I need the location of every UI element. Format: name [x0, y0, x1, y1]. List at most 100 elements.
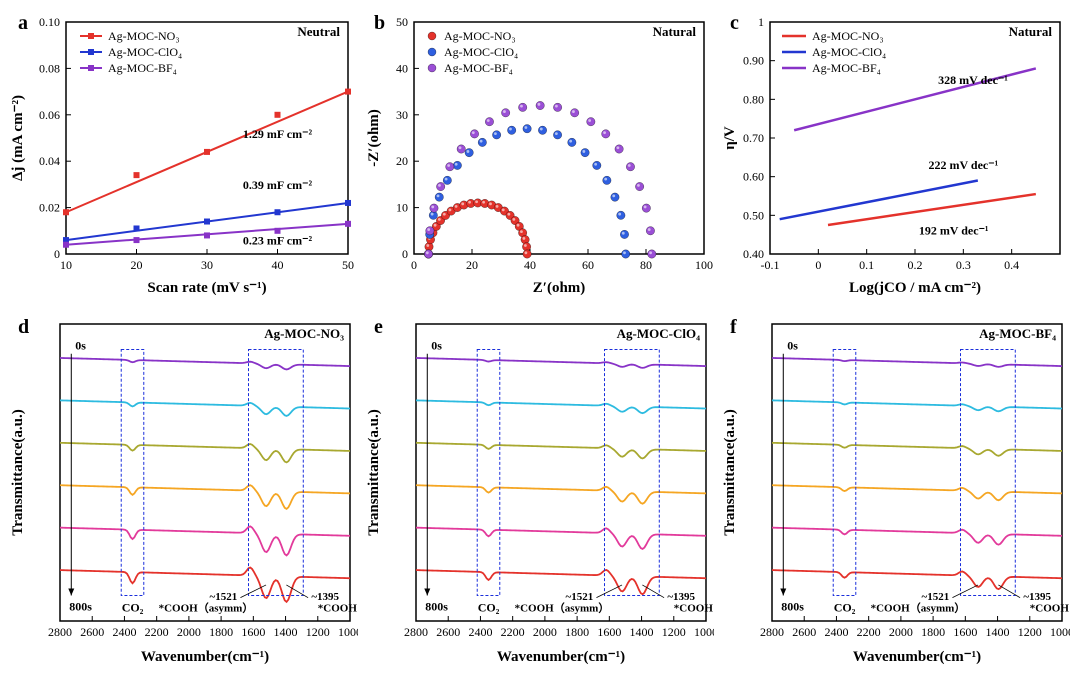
svg-text:0.08: 0.08 — [39, 61, 60, 75]
svg-text:2600: 2600 — [792, 625, 816, 639]
svg-text:Z′(ohm): Z′(ohm) — [533, 280, 586, 296]
svg-text:~1395: ~1395 — [311, 591, 339, 603]
svg-text:0.39 mF cm⁻²: 0.39 mF cm⁻² — [243, 178, 313, 192]
svg-text:*COOH（asymm）: *COOH（asymm） — [159, 602, 254, 615]
svg-text:20: 20 — [396, 154, 408, 168]
panel-label-a: a — [18, 12, 28, 35]
svg-text:Log(jCO / mA cm⁻²): Log(jCO / mA cm⁻²) — [849, 280, 981, 296]
svg-text:0: 0 — [411, 258, 417, 272]
svg-text:2200: 2200 — [857, 625, 881, 639]
svg-text:0.1: 0.1 — [859, 258, 874, 272]
svg-text:10: 10 — [396, 201, 408, 215]
svg-text:0.40: 0.40 — [743, 247, 764, 261]
svg-text:Ag-MOC-ClO₄: Ag-MOC-ClO₄ — [444, 45, 518, 59]
panel-a: a102030405000.020.040.060.080.10Scan rat… — [8, 8, 360, 308]
svg-text:~1521: ~1521 — [921, 591, 949, 603]
svg-text:Ag-MOC-NO₃: Ag-MOC-NO₃ — [812, 29, 884, 43]
svg-text:2600: 2600 — [436, 625, 460, 639]
svg-text:Ag-MOC-ClO₄: Ag-MOC-ClO₄ — [108, 45, 182, 59]
svg-text:Ag-MOC-ClO₄: Ag-MOC-ClO₄ — [812, 45, 886, 59]
svg-text:1000: 1000 — [1050, 625, 1070, 639]
svg-text:40: 40 — [524, 258, 536, 272]
svg-text:2400: 2400 — [112, 625, 136, 639]
svg-text:~1395: ~1395 — [667, 591, 695, 603]
svg-text:1600: 1600 — [241, 625, 265, 639]
svg-text:80: 80 — [640, 258, 652, 272]
svg-text:328 mV dec⁻¹: 328 mV dec⁻¹ — [938, 73, 1008, 87]
svg-text:1400: 1400 — [630, 625, 654, 639]
svg-text:2000: 2000 — [177, 625, 201, 639]
svg-text:1800: 1800 — [209, 625, 233, 639]
svg-text:~1395: ~1395 — [1023, 591, 1051, 603]
svg-text:*COOH（asymm）: *COOH（asymm） — [515, 602, 610, 615]
svg-text:1800: 1800 — [565, 625, 589, 639]
panel-label-c: c — [730, 12, 739, 35]
svg-text:800s: 800s — [69, 599, 92, 613]
svg-text:Wavenumber(cm⁻¹): Wavenumber(cm⁻¹) — [853, 649, 981, 665]
svg-text:~1521: ~1521 — [565, 591, 593, 603]
svg-text:Transmittance(a.u.): Transmittance(a.u.) — [722, 409, 738, 535]
svg-text:1: 1 — [758, 15, 764, 29]
panel-label-f: f — [730, 316, 737, 339]
panel-e: e280026002400220020001800160014001200100… — [364, 312, 716, 682]
svg-text:30: 30 — [201, 258, 213, 272]
svg-text:Ag-MOC-NO₃: Ag-MOC-NO₃ — [444, 29, 516, 43]
svg-text:20: 20 — [131, 258, 143, 272]
svg-text:Ag-MOC-BF₄: Ag-MOC-BF₄ — [444, 61, 513, 75]
svg-text:800s: 800s — [781, 599, 804, 613]
svg-text:Ag-MOC-ClO₄: Ag-MOC-ClO₄ — [617, 326, 700, 341]
svg-text:800s: 800s — [425, 599, 448, 613]
svg-text:1.29 mF cm⁻²: 1.29 mF cm⁻² — [243, 127, 313, 141]
svg-text:*COOH（symm）: *COOH（symm） — [674, 602, 714, 615]
svg-text:2800: 2800 — [404, 625, 428, 639]
svg-text:0: 0 — [402, 247, 408, 261]
svg-text:222 mV dec⁻¹: 222 mV dec⁻¹ — [928, 158, 998, 172]
svg-text:0.4: 0.4 — [1004, 258, 1019, 272]
svg-text:40: 40 — [272, 258, 284, 272]
svg-text:1800: 1800 — [921, 625, 945, 639]
panel-label-d: d — [18, 316, 29, 339]
svg-text:2400: 2400 — [824, 625, 848, 639]
svg-text:0.2: 0.2 — [908, 258, 923, 272]
svg-text:0: 0 — [815, 258, 821, 272]
panel-c: c-0.100.10.20.30.40.400.500.600.700.800.… — [720, 8, 1072, 308]
panel-b: b02040608010001020304050Z′(ohm)-Z′(ohm)A… — [364, 8, 716, 308]
svg-text:1200: 1200 — [306, 625, 330, 639]
svg-text:100: 100 — [695, 258, 713, 272]
svg-text:0.50: 0.50 — [743, 208, 764, 222]
svg-text:Ag-MOC-NO₃: Ag-MOC-NO₃ — [108, 29, 180, 43]
svg-text:50: 50 — [342, 258, 354, 272]
svg-text:0.06: 0.06 — [39, 108, 60, 122]
svg-text:0.90: 0.90 — [743, 54, 764, 68]
svg-text:Natural: Natural — [653, 24, 697, 39]
svg-text:0.60: 0.60 — [743, 170, 764, 184]
svg-text:0.02: 0.02 — [39, 201, 60, 215]
svg-text:0.80: 0.80 — [743, 92, 764, 106]
svg-text:2600: 2600 — [80, 625, 104, 639]
svg-text:Δj (mA cm⁻²): Δj (mA cm⁻²) — [10, 95, 26, 181]
svg-text:Wavenumber(cm⁻¹): Wavenumber(cm⁻¹) — [141, 649, 269, 665]
svg-text:Scan rate (mV s⁻¹): Scan rate (mV s⁻¹) — [147, 280, 266, 296]
svg-text:-Z′(ohm): -Z′(ohm) — [366, 109, 382, 167]
panel-label-b: b — [374, 12, 385, 35]
svg-text:~1521: ~1521 — [209, 591, 237, 603]
svg-text:*COOH（symm）: *COOH（symm） — [1030, 602, 1070, 615]
svg-text:0s: 0s — [787, 338, 798, 352]
svg-text:192 mV dec⁻¹: 192 mV dec⁻¹ — [919, 224, 989, 238]
svg-text:η/V: η/V — [722, 126, 738, 150]
svg-text:2400: 2400 — [468, 625, 492, 639]
svg-text:30: 30 — [396, 108, 408, 122]
svg-text:CO₂: CO₂ — [834, 601, 856, 615]
svg-text:1600: 1600 — [953, 625, 977, 639]
svg-text:Natural: Natural — [1009, 24, 1053, 39]
svg-text:0.70: 0.70 — [743, 131, 764, 145]
svg-text:Ag-MOC-NO₃: Ag-MOC-NO₃ — [264, 326, 344, 341]
svg-text:Transmittance(a.u.): Transmittance(a.u.) — [366, 409, 382, 535]
svg-text:20: 20 — [466, 258, 478, 272]
svg-text:50: 50 — [396, 15, 408, 29]
svg-text:CO₂: CO₂ — [122, 601, 144, 615]
svg-text:Ag-MOC-BF₄: Ag-MOC-BF₄ — [812, 61, 881, 75]
panel-d: d280026002400220020001800160014001200100… — [8, 312, 360, 682]
svg-text:0.3: 0.3 — [956, 258, 971, 272]
svg-text:*COOH（symm）: *COOH（symm） — [318, 602, 358, 615]
